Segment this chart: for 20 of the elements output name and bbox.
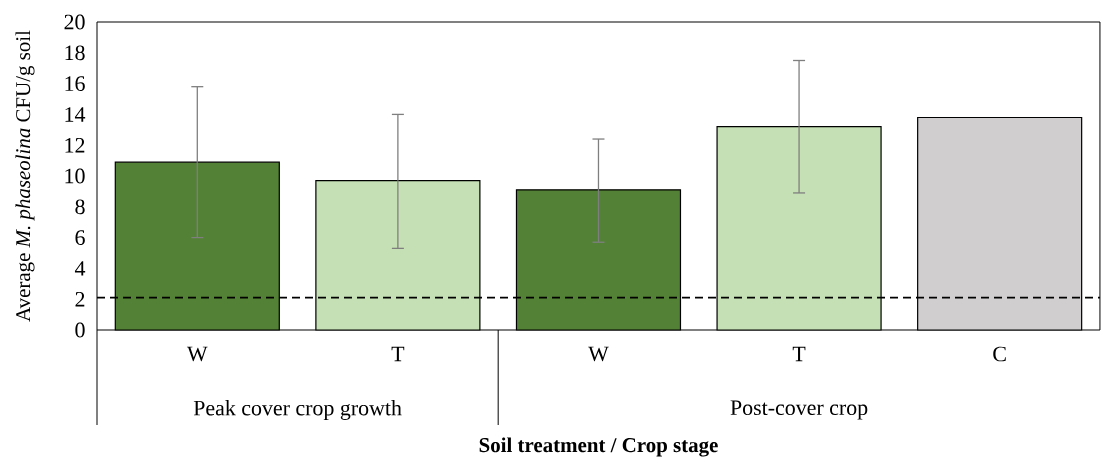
y-axis-title: Average M. phaseolina CFU/g soil	[15, 30, 35, 322]
y-tick-label: 4	[74, 261, 86, 276]
y-tick-label: 12	[65, 137, 85, 153]
text: Peak cover crop growth	[193, 400, 402, 420]
x-tick-label: T	[792, 346, 806, 362]
y-tick-label: 10	[65, 168, 85, 184]
y-tick-label: 16	[65, 76, 85, 91]
x-tick-label: W	[186, 346, 208, 362]
text: Post-cover crop	[730, 400, 868, 420]
y-tick-label: 18	[65, 45, 85, 61]
y-tick-label: 14	[65, 107, 86, 122]
y-tick-label: 20	[64, 14, 85, 30]
y-tick-label: 2	[75, 291, 85, 307]
x-tick-label: C	[993, 346, 1006, 362]
y-tick-label: 8	[75, 199, 85, 215]
y-tick-label: 0	[75, 322, 85, 338]
x-axis-title: Soil treatment / Crop stage	[479, 437, 718, 457]
y-tick-label: 6	[75, 230, 85, 245]
x-tick-label: T	[391, 346, 405, 362]
x-tick-label: W	[588, 346, 609, 362]
